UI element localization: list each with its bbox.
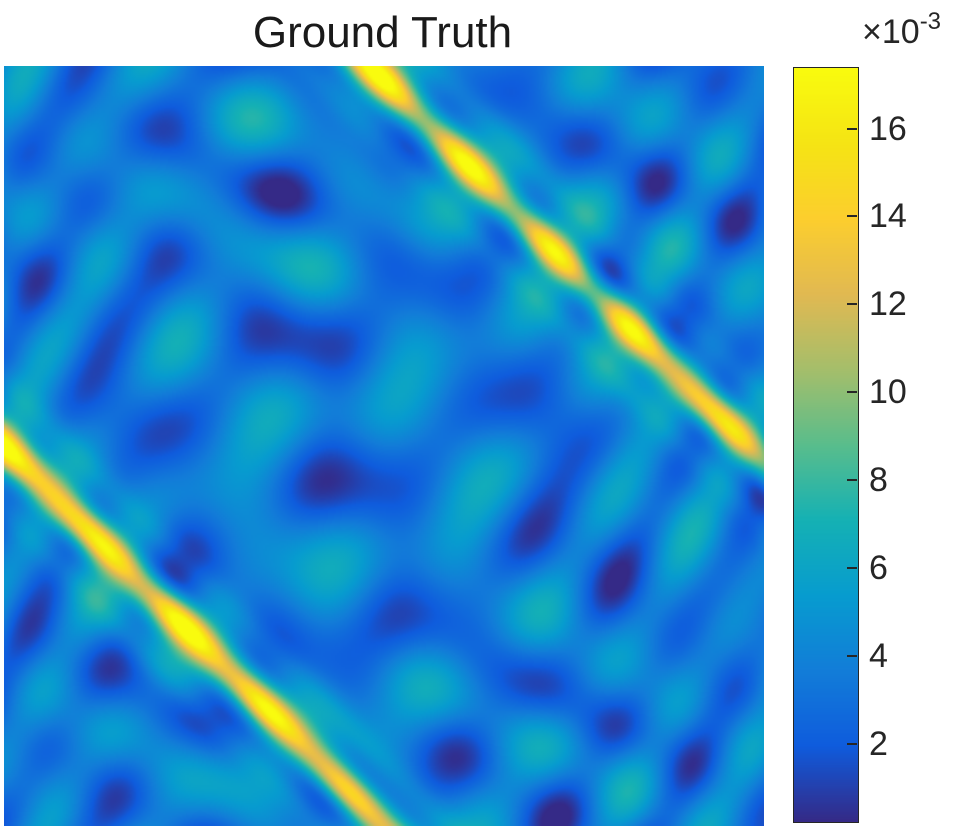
colorbar-gradient (794, 68, 858, 822)
colorbar-multiplier: ×10-3 (862, 8, 941, 52)
colorbar-multiplier-base: ×10 (862, 13, 920, 51)
colorbar-ticks: 2 4 6 8 10 12 14 16 (847, 67, 969, 823)
colorbar-tick-label: 8 (869, 461, 888, 500)
chart-title: Ground Truth (252, 8, 513, 57)
colorbar-tick-mark (847, 742, 857, 745)
colorbar-tick-mark (847, 479, 857, 482)
colorbar-tick-label: 2 (869, 724, 888, 763)
colorbar-tick-label: 14 (869, 197, 907, 236)
colorbar-tick-label: 16 (869, 109, 907, 148)
colorbar-tick-label: 4 (869, 636, 888, 675)
colorbar-tick-mark (847, 567, 857, 570)
colorbar-tick-mark (847, 303, 857, 306)
colorbar-tick-label: 10 (869, 373, 907, 412)
colorbar-tick-mark (847, 391, 857, 394)
heatmap-plot (4, 66, 764, 826)
colorbar (793, 67, 859, 823)
colorbar-tick-label: 6 (869, 549, 888, 588)
colorbar-multiplier-exponent: -3 (919, 8, 942, 35)
colorbar-tick-mark (847, 127, 857, 130)
heatmap-image (4, 66, 764, 826)
colorbar-tick-mark (847, 215, 857, 218)
colorbar-tick-label: 12 (869, 285, 907, 324)
colorbar-tick-mark (847, 654, 857, 657)
